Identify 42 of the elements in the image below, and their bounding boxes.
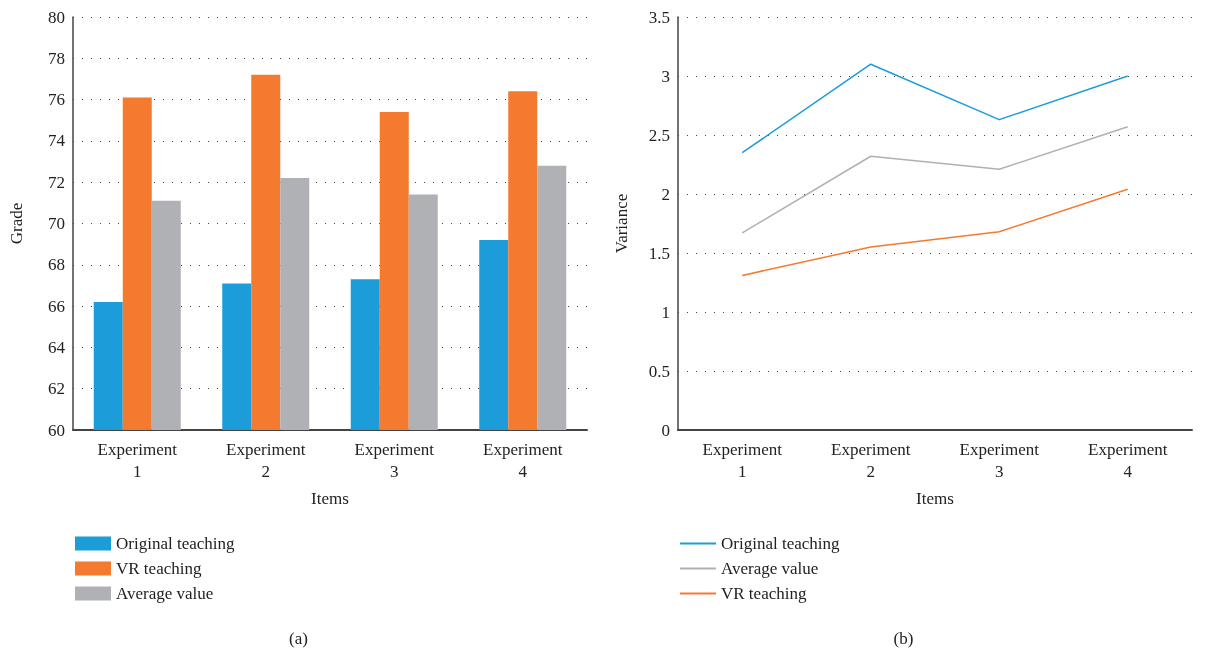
y-tick-label: 80	[48, 7, 65, 27]
legend-label: Average value	[116, 584, 214, 603]
x-tick-label: Experiment 2	[226, 439, 306, 481]
y-tick-label: 3	[661, 66, 670, 86]
y-tick-label: 64	[48, 337, 66, 357]
y-axis-title: Grade	[7, 202, 26, 245]
x-axis-title: Items	[916, 489, 954, 508]
x-tick-label: Experiment 3	[354, 439, 435, 481]
y-tick-label: 0	[661, 420, 670, 440]
legend-label: VR teaching	[721, 584, 807, 603]
y-tick-label: 76	[48, 90, 65, 110]
text: (a)	[289, 629, 308, 648]
x-tick-label: Experiment 4	[483, 439, 563, 481]
x-axis-title: Items	[311, 489, 349, 508]
y-tick-label: 74	[48, 131, 66, 151]
legend-label: VR teaching	[116, 559, 202, 578]
y-tick-label: 0.5	[648, 361, 670, 381]
y-tick-label: 68	[48, 255, 65, 275]
x-tick-label: Experiment 1	[702, 439, 783, 481]
x-tick-label: Experiment 2	[831, 439, 911, 481]
y-tick-label: 60	[48, 420, 65, 440]
y-tick-label: 72	[48, 172, 65, 192]
y-tick-label: 2.5	[648, 125, 670, 145]
y-tick-label: 1.5	[648, 243, 670, 263]
y-tick-label: 66	[48, 296, 65, 316]
y-tick-label: 2	[661, 184, 670, 204]
y-tick-label: 1	[661, 302, 670, 322]
x-tick-label: Experiment 1	[97, 439, 178, 481]
legend-label: Average value	[721, 559, 819, 578]
legend-label: Original teaching	[721, 534, 840, 553]
x-tick-label: Experiment 3	[959, 439, 1040, 481]
y-axis-title: Variance	[612, 193, 631, 254]
y-tick-label: 78	[48, 48, 65, 68]
line-series	[741, 125, 1129, 234]
y-tick-label: 3.5	[648, 7, 670, 27]
line-series	[741, 63, 1129, 154]
x-tick-label: Experiment 4	[1088, 439, 1168, 481]
text: (b)	[893, 629, 914, 648]
line-series	[741, 188, 1129, 277]
y-tick-label: 62	[48, 379, 65, 399]
y-tick-label: 70	[48, 214, 65, 233]
legend-label: Original teaching	[116, 534, 235, 553]
